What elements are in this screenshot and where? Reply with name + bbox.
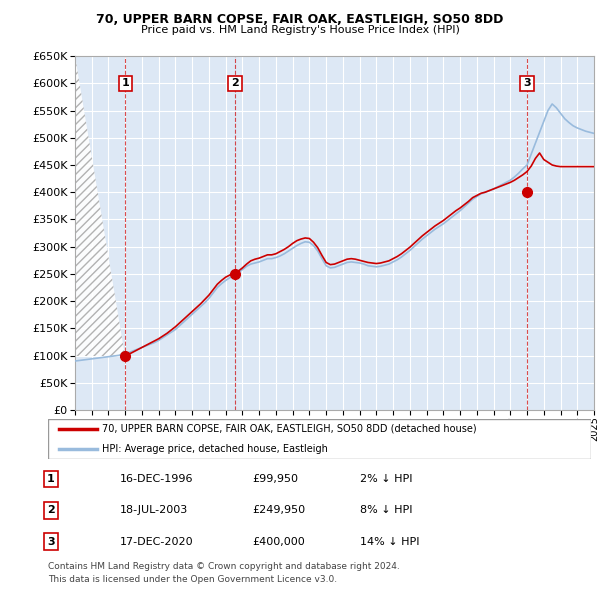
- Text: £249,950: £249,950: [252, 506, 305, 515]
- Text: £400,000: £400,000: [252, 537, 305, 546]
- FancyBboxPatch shape: [48, 419, 591, 459]
- Text: HPI: Average price, detached house, Eastleigh: HPI: Average price, detached house, East…: [102, 444, 328, 454]
- Text: 1: 1: [47, 474, 55, 484]
- Text: 70, UPPER BARN COPSE, FAIR OAK, EASTLEIGH, SO50 8DD: 70, UPPER BARN COPSE, FAIR OAK, EASTLEIG…: [97, 13, 503, 26]
- Text: £99,950: £99,950: [252, 474, 298, 484]
- Text: 70, UPPER BARN COPSE, FAIR OAK, EASTLEIGH, SO50 8DD (detached house): 70, UPPER BARN COPSE, FAIR OAK, EASTLEIG…: [102, 424, 477, 434]
- Text: 2: 2: [47, 506, 55, 515]
- Text: 17-DEC-2020: 17-DEC-2020: [120, 537, 194, 546]
- Text: Price paid vs. HM Land Registry's House Price Index (HPI): Price paid vs. HM Land Registry's House …: [140, 25, 460, 35]
- Text: 8% ↓ HPI: 8% ↓ HPI: [360, 506, 413, 515]
- Text: 2: 2: [231, 78, 239, 88]
- Text: 2% ↓ HPI: 2% ↓ HPI: [360, 474, 413, 484]
- Text: 16-DEC-1996: 16-DEC-1996: [120, 474, 193, 484]
- Text: 14% ↓ HPI: 14% ↓ HPI: [360, 537, 419, 546]
- Text: 1: 1: [121, 78, 129, 88]
- Text: 18-JUL-2003: 18-JUL-2003: [120, 506, 188, 515]
- Text: Contains HM Land Registry data © Crown copyright and database right 2024.: Contains HM Land Registry data © Crown c…: [48, 562, 400, 571]
- Text: 3: 3: [47, 537, 55, 546]
- Polygon shape: [75, 56, 125, 356]
- Text: This data is licensed under the Open Government Licence v3.0.: This data is licensed under the Open Gov…: [48, 575, 337, 584]
- Text: 3: 3: [523, 78, 531, 88]
